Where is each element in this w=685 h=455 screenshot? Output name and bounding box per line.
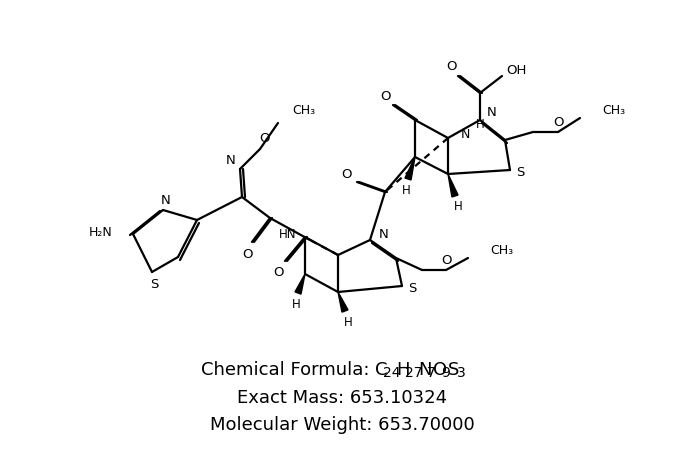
Text: O: O: [342, 167, 352, 181]
Text: H: H: [397, 361, 410, 379]
Text: CH₃: CH₃: [602, 103, 625, 116]
Text: Exact Mass: 653.10324: Exact Mass: 653.10324: [237, 389, 447, 407]
Polygon shape: [448, 174, 458, 197]
Text: 9: 9: [442, 366, 450, 380]
Text: S: S: [516, 167, 524, 180]
Text: N: N: [226, 153, 236, 167]
Text: 24: 24: [384, 366, 401, 380]
Polygon shape: [295, 274, 305, 294]
Text: N: N: [487, 106, 497, 120]
Text: N: N: [418, 361, 432, 379]
Text: Chemical Formula:: Chemical Formula:: [201, 361, 375, 379]
Text: S: S: [448, 361, 460, 379]
Text: O: O: [381, 90, 391, 102]
Polygon shape: [338, 292, 348, 312]
Text: H: H: [401, 183, 410, 197]
Text: H: H: [344, 315, 352, 329]
Text: O: O: [433, 361, 447, 379]
Text: H₂N: H₂N: [89, 226, 113, 238]
Text: C: C: [375, 361, 388, 379]
Text: CH₃: CH₃: [292, 105, 315, 117]
Text: CH₃: CH₃: [490, 244, 513, 258]
Text: H: H: [476, 117, 485, 131]
Text: 3: 3: [456, 366, 465, 380]
Text: H: H: [453, 201, 462, 213]
Text: HN: HN: [279, 228, 296, 242]
Text: O: O: [274, 267, 284, 279]
Text: O: O: [260, 132, 271, 146]
Text: O: O: [447, 61, 458, 74]
Text: H: H: [292, 298, 301, 310]
Text: Molecular Weight: 653.70000: Molecular Weight: 653.70000: [210, 416, 475, 434]
Text: O: O: [553, 116, 564, 130]
Text: 27: 27: [405, 366, 423, 380]
Text: N: N: [379, 228, 389, 242]
Text: O: O: [442, 254, 452, 268]
Text: S: S: [150, 278, 158, 290]
Text: N: N: [461, 128, 471, 142]
Text: S: S: [408, 283, 416, 295]
Text: 7: 7: [427, 366, 435, 380]
Text: OH: OH: [506, 65, 526, 77]
Text: O: O: [242, 248, 253, 261]
Text: N: N: [161, 194, 171, 207]
Polygon shape: [405, 157, 415, 180]
